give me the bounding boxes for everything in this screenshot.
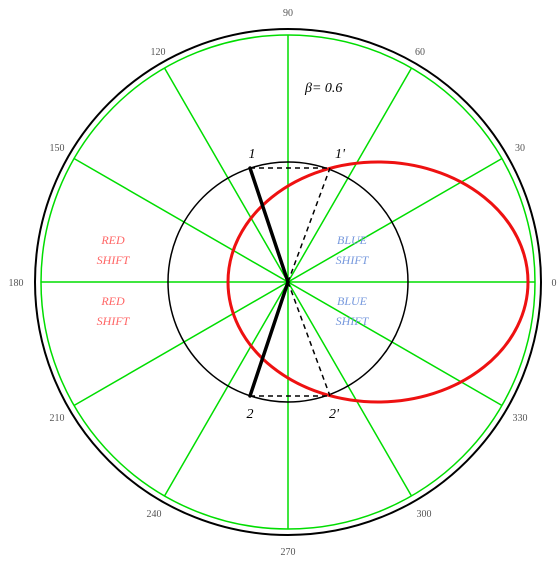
angle-label-0: 0: [552, 278, 557, 289]
red-shift-labels: RED SHIFT RED SHIFT: [97, 233, 131, 328]
blue-shift-upper-line1: BLUE: [337, 233, 368, 247]
solid-line-2: [248, 280, 290, 398]
beta-label: β= 0.6: [304, 81, 342, 96]
angle-label-30: 30: [515, 143, 525, 154]
red-shift-upper-line1: RED: [100, 233, 125, 247]
angle-label-270: 270: [281, 547, 296, 558]
red-shift-upper-line2: SHIFT: [97, 253, 131, 267]
dashed-line-1prime: [287, 167, 331, 283]
solid-lines: [248, 166, 290, 398]
point-label-1: 1: [249, 147, 256, 162]
angle-label-210: 210: [50, 413, 65, 424]
dashed-line-2prime: [287, 281, 331, 397]
angle-label-330: 330: [513, 413, 528, 424]
transformed-ellipse: [226, 160, 530, 404]
blue-shift-upper-line2: SHIFT: [336, 253, 370, 267]
angle-label-90: 90: [283, 8, 293, 19]
red-shift-lower-line1: RED: [100, 294, 125, 308]
blue-shift-lower-line1: BLUE: [337, 294, 368, 308]
angle-label-120: 120: [151, 47, 166, 58]
point-labels: 1 1' 2 2': [247, 147, 347, 422]
angle-label-300: 300: [417, 509, 432, 520]
angle-label-180: 180: [9, 278, 24, 289]
dashed-lines: [250, 167, 331, 397]
red-shift-lower-line2: SHIFT: [97, 314, 131, 328]
angle-label-150: 150: [50, 143, 65, 154]
angle-label-240: 240: [147, 509, 162, 520]
point-label-2: 2: [247, 407, 254, 422]
blue-shift-labels: BLUE SHIFT BLUE SHIFT: [336, 233, 370, 328]
point-label-1-prime: 1': [335, 147, 346, 162]
inner-circle: [167, 161, 409, 403]
outer-boundary-circle: [34, 28, 542, 536]
angle-label-60: 60: [415, 47, 425, 58]
angle-labels: 90 120 60 150 30 180 0 210 330 240 300 2…: [9, 8, 557, 558]
point-label-2-prime: 2': [329, 407, 340, 422]
blue-shift-lower-line2: SHIFT: [336, 314, 370, 328]
solid-line-1: [248, 166, 290, 284]
